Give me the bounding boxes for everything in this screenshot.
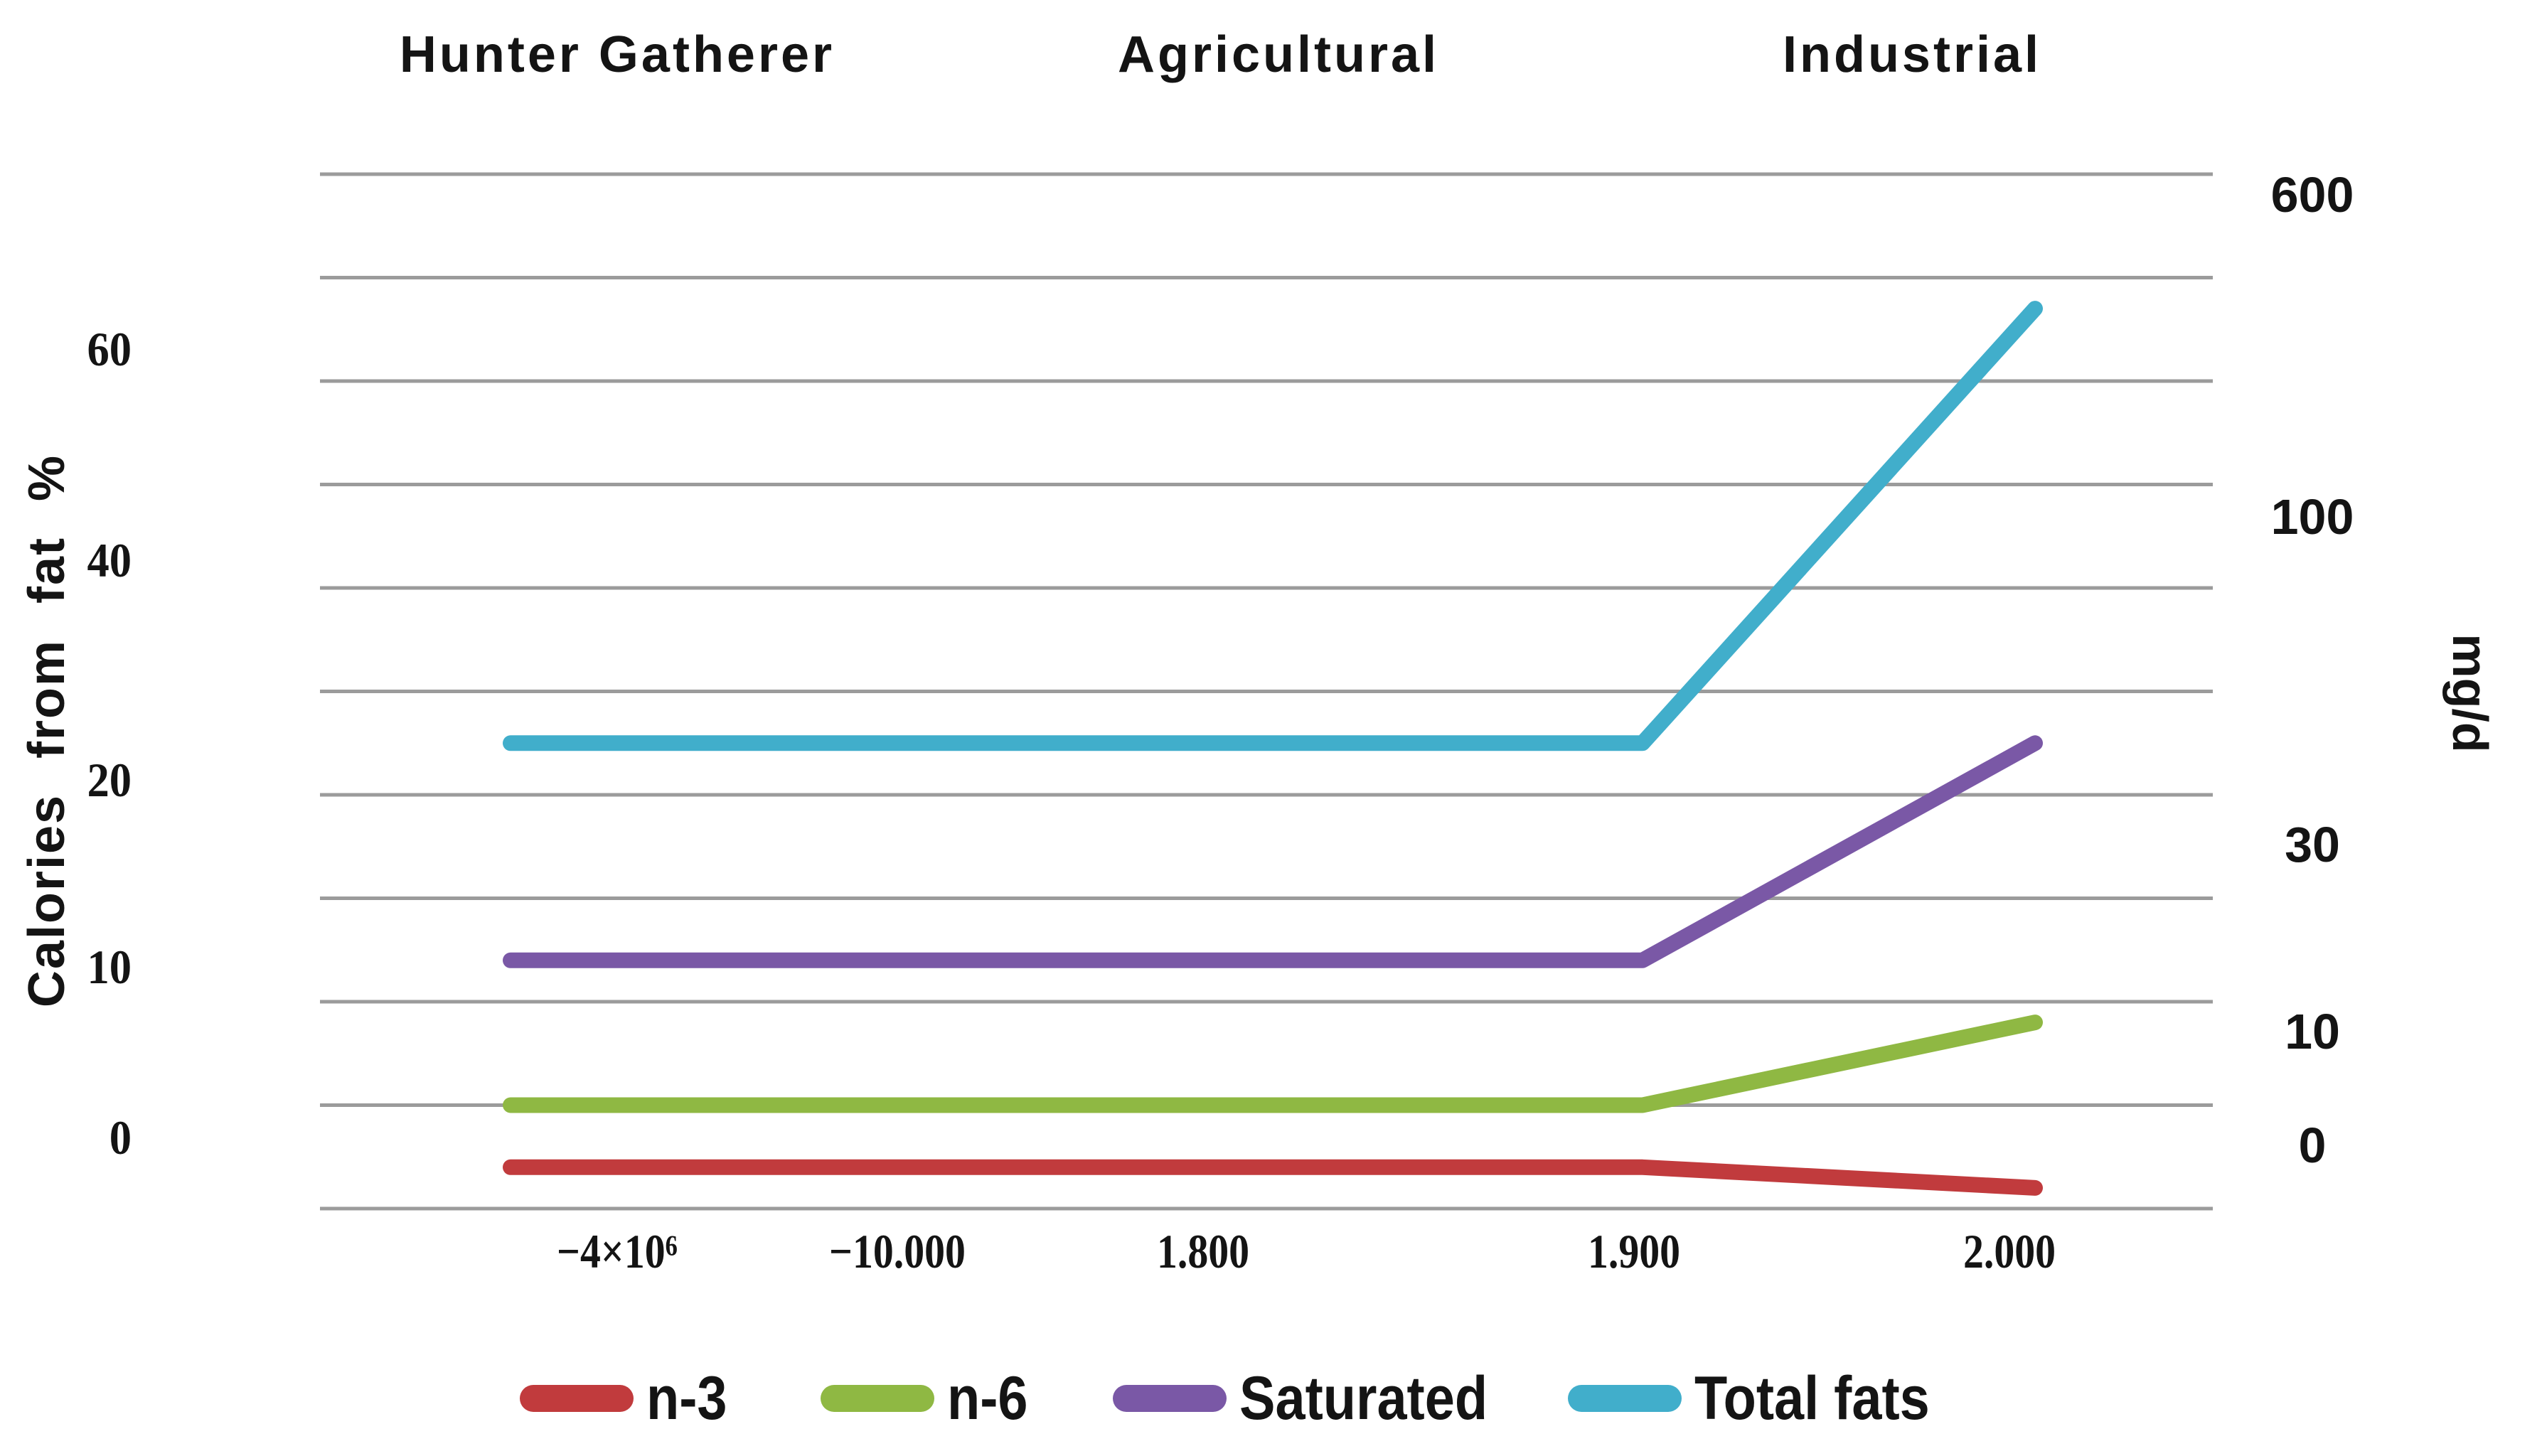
x-axis-tick-10000: −10.000 xyxy=(829,1224,966,1278)
series-line-n-6 xyxy=(503,1015,2043,1113)
legend-swatch-total-fats xyxy=(1568,1385,1682,1412)
right-axis-title: mg/d xyxy=(2442,633,2498,753)
x-axis-tick-1800: 1.800 xyxy=(1156,1224,1250,1278)
era-label-agricultural: Agricultural xyxy=(1117,26,1440,83)
era-label-hunter-gatherer: Hunter Gatherer xyxy=(399,26,835,83)
right-axis-tick-600: 600 xyxy=(2270,167,2354,223)
legend-swatch-saturated xyxy=(1113,1385,1227,1412)
legend-label-total-fats: Total fats xyxy=(1694,1364,1930,1433)
left-axis-tick-60: 60 xyxy=(87,322,132,376)
series-line-n-3 xyxy=(503,1159,2043,1196)
legend-swatch-n6 xyxy=(821,1385,934,1412)
left-axis-tick-10: 10 xyxy=(87,940,132,994)
legend-label-saturated: Saturated xyxy=(1239,1364,1488,1433)
left-axis-tick-40: 40 xyxy=(87,533,132,587)
series-line-total-fats xyxy=(503,301,2043,751)
left-axis-tick-20: 20 xyxy=(87,753,132,807)
legend-label-n3: n-3 xyxy=(646,1364,727,1433)
legend-swatch-n3 xyxy=(520,1385,634,1412)
x-axis-tick-1900: 1.900 xyxy=(1587,1224,1681,1278)
right-axis-tick-0: 0 xyxy=(2298,1118,2327,1173)
legend-item-total-fats: Total fats xyxy=(1568,1359,1962,1438)
right-axis-tick-30: 30 xyxy=(2285,817,2340,872)
right-axis-tick-100: 100 xyxy=(2270,489,2354,545)
era-label-industrial: Industrial xyxy=(1782,26,2042,83)
legend-item-n6: n-6 xyxy=(821,1359,1039,1438)
x-axis-tick-4e6: −4×10⁶ xyxy=(557,1224,678,1278)
legend: n-3 n-6 Saturated Total fats xyxy=(0,1359,2547,1438)
legend-item-saturated: Saturated xyxy=(1113,1359,1522,1438)
left-axis-tick-0: 0 xyxy=(109,1110,132,1165)
legend-label-n6: n-6 xyxy=(947,1364,1028,1433)
right-axis-tick-10: 10 xyxy=(2285,1004,2340,1059)
x-axis-tick-2000: 2.000 xyxy=(1963,1224,2056,1278)
legend-item-n3: n-3 xyxy=(520,1359,738,1438)
series-line-saturated xyxy=(503,735,2043,968)
